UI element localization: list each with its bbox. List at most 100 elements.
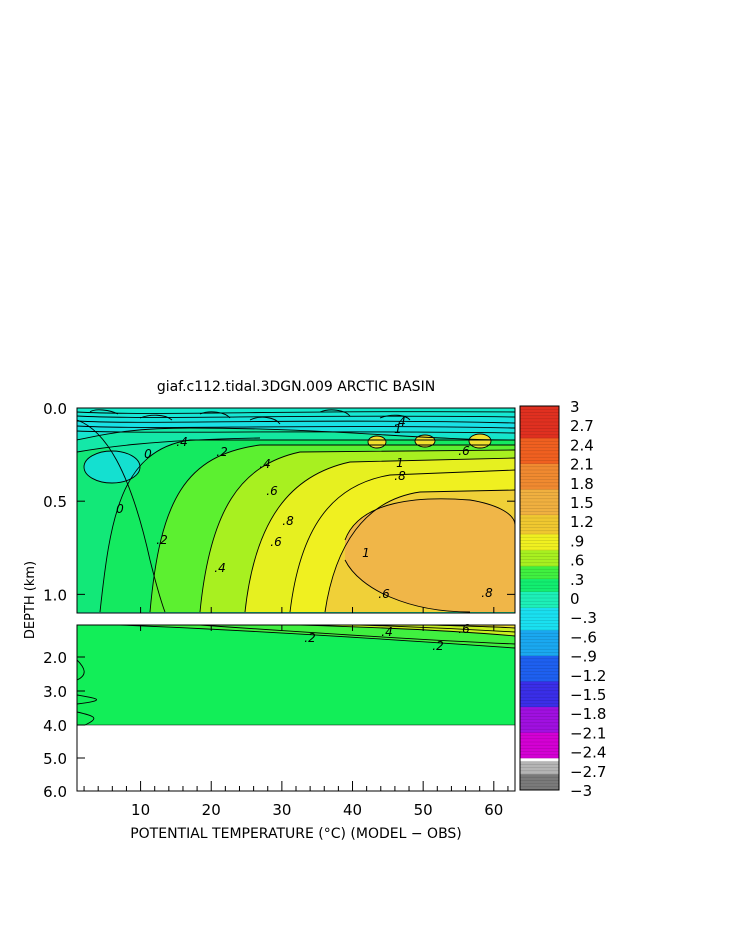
contour-label: 1 (394, 422, 402, 436)
colorbar-segment (520, 674, 559, 679)
fill-lower-0.3 (120, 625, 515, 648)
fill-lower-0.5 (300, 625, 515, 636)
colorbar-segment (520, 482, 559, 487)
colorbar-tick-label: 1.5 (570, 494, 594, 512)
colorbar-segment (520, 582, 559, 586)
y-tick-label-lower: 2.0 (43, 649, 67, 667)
contour-label: .4 (259, 457, 270, 471)
colorbar-segment (520, 530, 559, 535)
upper-panel-frame (76, 407, 516, 614)
colorbar-segment (520, 742, 559, 746)
colorbar-segment (520, 687, 559, 692)
y-tick-label-upper: 1.0 (43, 586, 67, 604)
colorbar-tick-label: −1.5 (570, 686, 606, 704)
colorbar-segment (520, 665, 559, 669)
lower-panel (76, 624, 516, 792)
fill-blob (469, 434, 491, 448)
colorbar-segment (520, 588, 559, 592)
colorbar-segment (520, 559, 559, 564)
colorbar-segment (520, 617, 559, 621)
colorbar-segment (520, 473, 559, 477)
colorbar-tick-label: 2.7 (570, 417, 594, 435)
y-tick-label-lower: 4.0 (43, 717, 67, 735)
colorbar-segment (520, 623, 559, 628)
contour-label: .8 (282, 514, 294, 528)
colorbar-segment (520, 546, 559, 551)
colorbar-segment (520, 684, 559, 688)
colorbar-tick-label: −1.2 (570, 667, 606, 685)
colorbar-segment (520, 633, 559, 637)
colorbar-segment (520, 479, 559, 484)
colorbar-segment (520, 745, 559, 749)
colorbar-tick-label: −2.1 (570, 724, 606, 742)
colorbar-segment (520, 767, 559, 772)
contour-label: .6 (270, 535, 282, 549)
colorbar-segment (520, 662, 559, 666)
colorbar-segment (520, 434, 559, 439)
colorbar-segment (520, 556, 559, 560)
colorbar-segment (520, 774, 559, 778)
colorbar-segment (520, 646, 559, 650)
colorbar-segment (520, 770, 559, 775)
colorbar-segment (520, 780, 559, 784)
colorbar-segment (520, 562, 559, 567)
contour-label: .6 (458, 444, 470, 458)
x-tick-label: 40 (343, 801, 362, 819)
colorbar-segment (520, 543, 559, 548)
colorbar-segment (520, 406, 559, 410)
contour-label: .2 (216, 445, 227, 459)
y-tick-label-lower: 6.0 (43, 783, 67, 801)
colorbar-segment (520, 415, 559, 420)
colorbar-segment (520, 566, 559, 570)
contour-label: .4 (381, 625, 392, 639)
colorbar-segment (520, 444, 559, 448)
colorbar-tick-label: 2.1 (570, 456, 594, 474)
y-tick-label-lower: 5.0 (43, 750, 67, 768)
colorbar-segment (520, 537, 559, 541)
axis-tick-labels: 10 20 30 40 50 600.00.51.02.03.04.05.06.0 (43, 400, 503, 819)
colorbar-segment (520, 514, 559, 519)
colorbar-tick-label: 1.2 (570, 513, 594, 531)
colorbar-segment (520, 591, 559, 596)
colorbar-tick-label: −3 (570, 782, 592, 800)
contour-label: .4 (394, 415, 405, 429)
colorbar-segment (520, 575, 559, 580)
colorbar-segment (520, 450, 559, 455)
colorbar-tick-label: −.6 (570, 628, 597, 646)
colorbar-segment (520, 678, 559, 682)
colorbar-segment (520, 585, 559, 589)
colorbar-segment (520, 460, 559, 464)
colorbar-segment (520, 630, 559, 634)
colorbar-segment (520, 409, 559, 413)
colorbar-segment (520, 486, 559, 490)
colorbar-tick-label: 0 (570, 590, 580, 608)
colorbar-segment (520, 457, 559, 461)
colorbar-segment (520, 521, 559, 525)
contour-label: .4 (214, 561, 225, 575)
colorbar-tick-label: −2.7 (570, 763, 606, 781)
colorbar-segment (520, 626, 559, 631)
colorbar-segment (520, 466, 559, 471)
colorbar-segment (520, 668, 559, 672)
colorbar-segment (520, 642, 559, 647)
colorbar-segment (520, 614, 559, 618)
colorbar-segment (520, 601, 559, 605)
colorbar-segment (520, 476, 559, 480)
colorbar-segment (520, 441, 559, 445)
colorbar-segment (520, 447, 559, 452)
colorbar-segment (520, 470, 559, 474)
colorbar-segment (520, 671, 559, 676)
colorbar-segment (520, 697, 559, 701)
colorbar-segment (520, 505, 559, 509)
x-tick-label: 10 (131, 801, 150, 819)
colorbar-segment (520, 412, 559, 416)
colorbar-segment (520, 786, 559, 791)
contour-label: .2 (432, 639, 443, 653)
lower-panel-fills (77, 625, 515, 726)
y-tick-label-lower: 3.0 (43, 683, 67, 701)
colorbar-segment (520, 438, 559, 442)
y-axis-label: DEPTH (km) (23, 561, 38, 639)
colorbar-segment (520, 655, 559, 660)
contour-label: .6 (458, 622, 470, 636)
colorbar-segment (520, 758, 559, 762)
